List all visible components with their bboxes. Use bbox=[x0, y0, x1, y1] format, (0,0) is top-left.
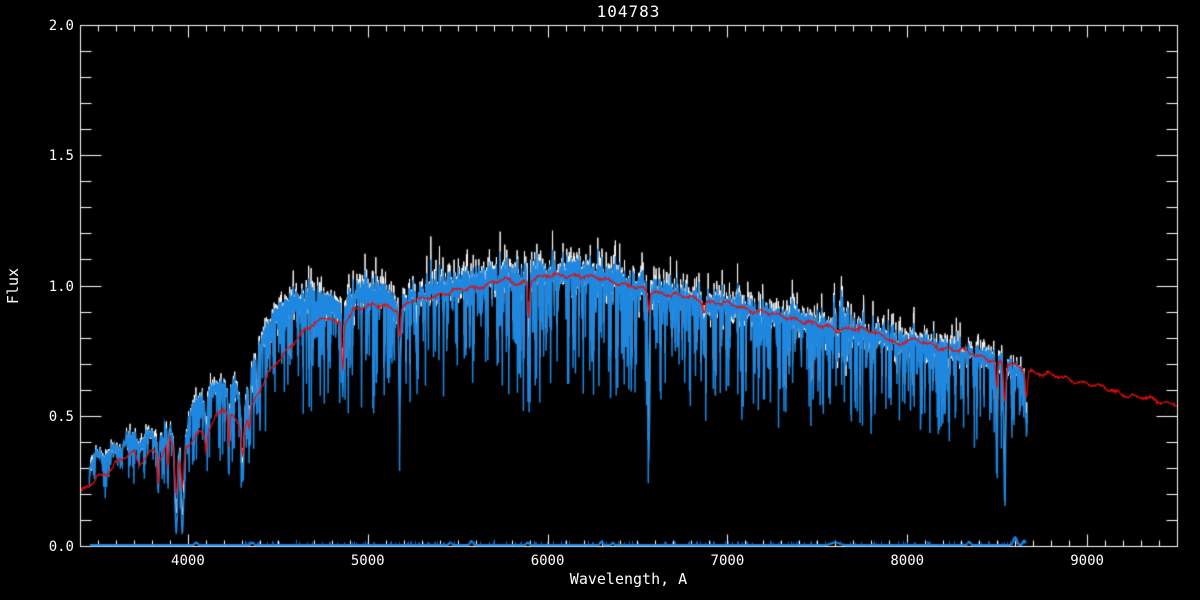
y-tick-label: 1.5 bbox=[48, 148, 74, 165]
x-tick-label: 8000 bbox=[890, 553, 925, 569]
x-tick-label: 4000 bbox=[171, 553, 205, 569]
y-tick-label: 0.0 bbox=[48, 539, 74, 555]
x-tick-label: 7000 bbox=[710, 553, 745, 569]
x-tick-label: 5000 bbox=[350, 553, 385, 569]
plot-title: 104783 bbox=[596, 2, 661, 21]
y-tick-label: 0.5 bbox=[48, 408, 74, 425]
y-tick-label: 1.0 bbox=[48, 278, 74, 295]
y-tick-label: 2.0 bbox=[48, 18, 74, 34]
x-axis-label: Wavelength, A bbox=[569, 570, 688, 588]
x-tick-label: 9000 bbox=[1070, 553, 1104, 569]
x-tick-label: 6000 bbox=[530, 553, 565, 569]
